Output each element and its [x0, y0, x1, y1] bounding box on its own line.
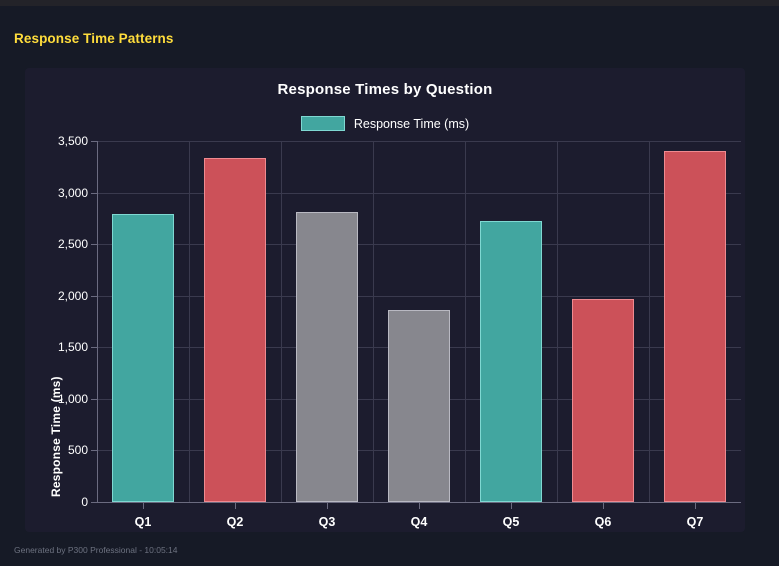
y-tick-mark — [91, 347, 97, 349]
y-tick-label: 1,500 — [57, 340, 88, 355]
plot-area: 0 500 1,000 1,500 2,000 2,500 3,000 3,500 Q1 Q2 Q3… — [58, 134, 741, 529]
footer-text: Generated by P300 Professional - 10:05:1… — [14, 545, 178, 555]
x-tick-mark — [143, 502, 144, 509]
y-tick-mark — [91, 450, 97, 452]
y-gridline — [97, 192, 741, 194]
x-tick-label-q3: Q3 — [318, 515, 336, 529]
bar-q6[interactable] — [572, 298, 634, 502]
y-tick-mark — [91, 295, 97, 297]
legend-swatch-response-time — [300, 116, 345, 131]
y-gridline — [97, 295, 741, 297]
y-tick-label: 2,000 — [57, 288, 88, 303]
y-axis-line — [97, 141, 98, 502]
x-tick-label-q2: Q2 — [226, 515, 244, 529]
chart-title: Response Times by Question — [277, 81, 493, 98]
bar-q4[interactable] — [388, 310, 450, 502]
x-gridline — [557, 141, 558, 502]
y-tick-label: 2,500 — [57, 237, 88, 252]
legend-label-response-time: Response Time (ms) — [353, 116, 470, 131]
y-tick-mark — [91, 141, 97, 142]
x-gridline — [189, 141, 190, 502]
x-tick-mark — [235, 502, 236, 509]
y-tick-label: 500 — [67, 443, 88, 458]
bar-q2[interactable] — [204, 158, 266, 502]
y-tick-mark — [91, 502, 97, 503]
y-tick-label: 3,500 — [57, 134, 88, 148]
x-tick-label-q1: Q1 — [134, 515, 152, 529]
x-tick-label-q6: Q6 — [594, 515, 612, 529]
chart-card: Response Times by Question Response Time… — [25, 68, 745, 532]
x-tick-mark — [603, 502, 604, 509]
y-tick-label: 3,000 — [57, 185, 88, 200]
y-gridline — [97, 141, 741, 142]
y-gridline — [97, 244, 741, 246]
x-gridline — [649, 141, 650, 502]
x-tick-label-q5: Q5 — [502, 515, 520, 529]
bar-q5[interactable] — [480, 220, 542, 502]
page-title: Response Time Patterns — [14, 31, 174, 46]
x-tick-label-q4: Q4 — [410, 515, 428, 529]
x-gridline — [465, 141, 466, 502]
window-top-strip — [0, 0, 779, 6]
y-tick-label: 0 — [81, 495, 88, 509]
y-tick-label: 1,000 — [57, 391, 88, 406]
bar-q7[interactable] — [664, 150, 726, 502]
y-tick-mark — [91, 192, 97, 194]
x-tick-mark — [511, 502, 512, 509]
x-tick-mark — [419, 502, 420, 509]
x-axis-line — [97, 502, 741, 503]
x-tick-mark — [327, 502, 328, 509]
bar-q1[interactable] — [112, 214, 174, 502]
y-tick-mark — [91, 244, 97, 246]
x-tick-mark — [695, 502, 696, 509]
x-gridline — [281, 141, 282, 502]
chart-legend: Response Time (ms) — [25, 116, 745, 131]
x-tick-label-q7: Q7 — [686, 515, 704, 529]
x-gridline — [373, 141, 374, 502]
bar-q3[interactable] — [296, 212, 358, 502]
y-tick-mark — [91, 398, 97, 400]
